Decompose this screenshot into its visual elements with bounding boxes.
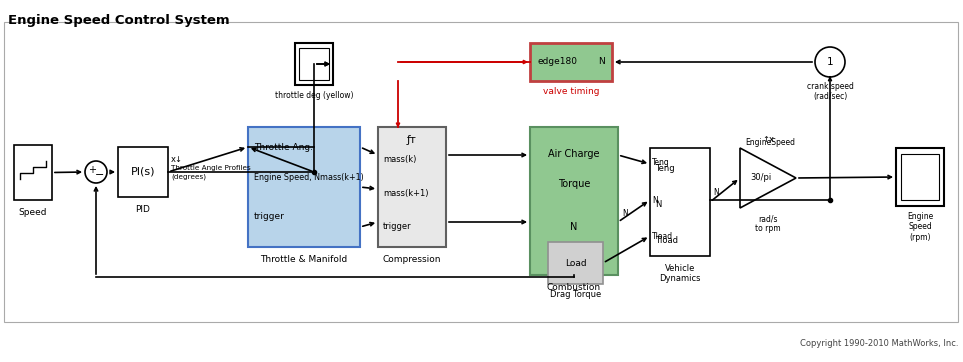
- Text: N: N: [655, 200, 662, 209]
- Bar: [118, 147, 168, 197]
- Text: rad/s: rad/s: [758, 214, 778, 223]
- Text: edge180: edge180: [538, 58, 578, 67]
- Text: Compression: Compression: [382, 255, 441, 264]
- Text: Throttle & Manifold: Throttle & Manifold: [260, 255, 348, 264]
- Text: Copyright 1990-2010 MathWorks, Inc.: Copyright 1990-2010 MathWorks, Inc.: [799, 339, 958, 348]
- Text: Tload: Tload: [652, 232, 673, 241]
- Text: Combustion: Combustion: [547, 283, 601, 292]
- Text: Engine
Speed
(rpm): Engine Speed (rpm): [907, 212, 933, 242]
- Text: PI(s): PI(s): [131, 167, 155, 177]
- Text: crank speed
(rad/sec): crank speed (rad/sec): [807, 82, 853, 101]
- Bar: [248, 127, 360, 247]
- Text: EngineSpeed: EngineSpeed: [745, 138, 795, 147]
- Text: Throttle Angle Profiles: Throttle Angle Profiles: [171, 165, 250, 171]
- Text: valve timing: valve timing: [543, 87, 599, 96]
- Bar: [14, 145, 52, 200]
- Text: PID: PID: [136, 205, 150, 214]
- Text: Engine Speed, Nmass(k+1): Engine Speed, Nmass(k+1): [254, 173, 364, 182]
- Text: trigger: trigger: [383, 222, 411, 231]
- Circle shape: [85, 161, 107, 183]
- Text: mass(k+1): mass(k+1): [383, 189, 429, 198]
- Text: ƒт: ƒт: [407, 135, 417, 145]
- Text: −: −: [95, 170, 105, 180]
- Bar: [378, 127, 446, 247]
- Circle shape: [815, 47, 845, 77]
- Bar: [295, 43, 333, 85]
- Text: Teng: Teng: [655, 164, 675, 173]
- Bar: [530, 43, 612, 81]
- Text: Load: Load: [564, 258, 586, 268]
- Bar: [530, 127, 618, 275]
- Text: Tload: Tload: [655, 236, 678, 245]
- Text: N: N: [622, 209, 628, 218]
- Text: N: N: [598, 58, 605, 67]
- Text: trigger: trigger: [254, 212, 285, 221]
- Bar: [548, 242, 603, 284]
- Text: N: N: [570, 222, 578, 232]
- Text: N: N: [652, 196, 658, 205]
- Text: Throttle Ang.: Throttle Ang.: [254, 143, 313, 152]
- Text: Torque: Torque: [558, 179, 590, 189]
- Text: to rpm: to rpm: [755, 224, 781, 233]
- Text: Drag Torque: Drag Torque: [550, 290, 601, 299]
- Text: 30/pi: 30/pi: [750, 173, 772, 182]
- Text: ↑x: ↑x: [762, 135, 774, 144]
- Bar: [650, 148, 710, 256]
- Text: 1: 1: [826, 57, 833, 67]
- Text: N: N: [713, 188, 718, 197]
- Bar: [299, 48, 329, 80]
- Text: Engine Speed Control System: Engine Speed Control System: [8, 14, 229, 27]
- Bar: [896, 148, 944, 206]
- Text: Speed: Speed: [18, 208, 47, 217]
- Text: Teng: Teng: [652, 158, 669, 167]
- Bar: [901, 154, 939, 200]
- Text: (degrees): (degrees): [171, 174, 206, 181]
- Text: x↓: x↓: [171, 155, 183, 164]
- Text: Vehicle
Dynamics: Vehicle Dynamics: [660, 264, 701, 283]
- Bar: [4, 22, 958, 322]
- Text: mass(k): mass(k): [383, 155, 416, 164]
- Polygon shape: [740, 148, 796, 208]
- Text: Air Charge: Air Charge: [548, 149, 600, 159]
- Text: +: +: [88, 165, 96, 175]
- Text: throttle deg (yellow): throttle deg (yellow): [274, 91, 353, 100]
